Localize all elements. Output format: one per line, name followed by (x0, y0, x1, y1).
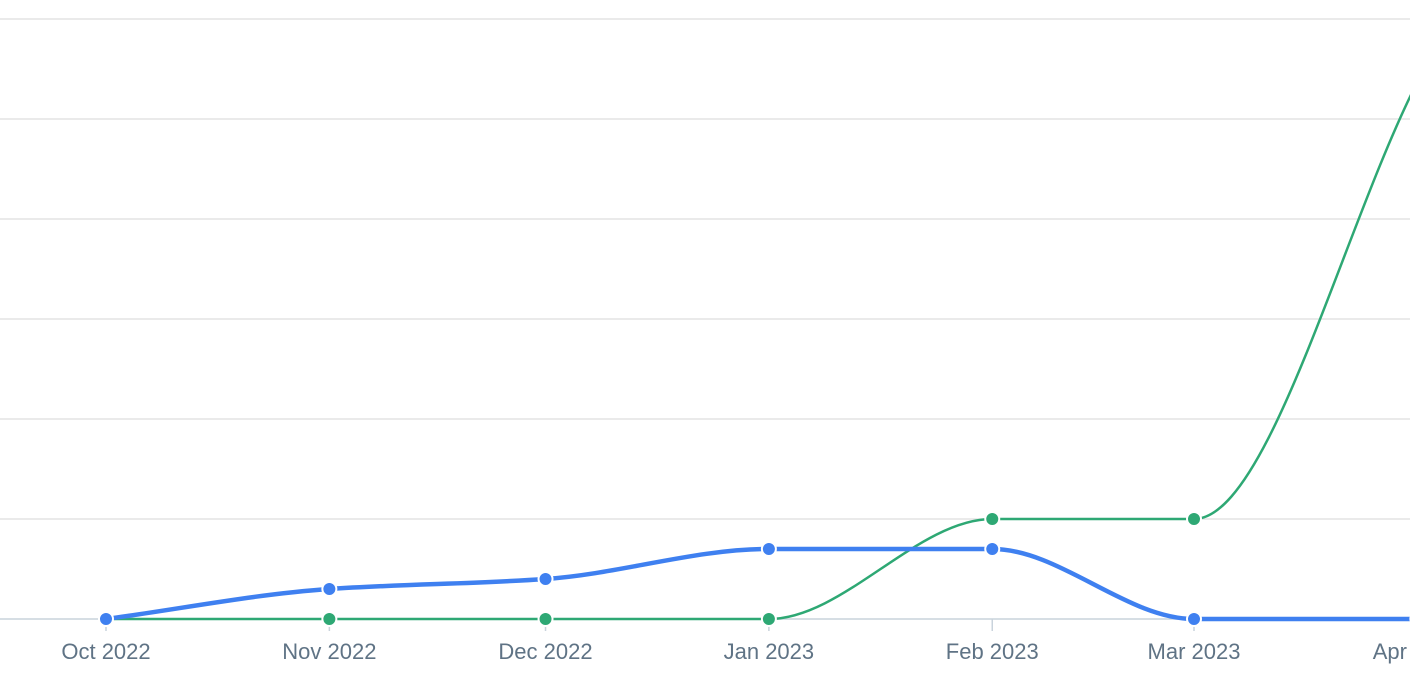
point (984, 511, 1001, 527)
point (984, 541, 1001, 557)
x-tick-label: Mar 2023 (1148, 639, 1241, 664)
x-tick-label: Nov 2022 (282, 639, 376, 664)
series-line (105, 546, 1410, 622)
x-tick-label: Oct 2022 (61, 639, 150, 664)
x-tick-label: Jan 2023 (724, 639, 815, 664)
x-tick-label: Feb 2023 (946, 639, 1039, 664)
point (321, 611, 338, 627)
point (537, 611, 554, 627)
point (537, 571, 554, 587)
point (760, 541, 777, 557)
x-tick-label: Apr 2023 (1373, 639, 1410, 664)
point (760, 611, 777, 627)
point (1186, 611, 1202, 627)
point (321, 581, 338, 597)
point (1186, 511, 1202, 527)
point (98, 611, 114, 627)
series-line (106, 94, 1410, 621)
x-tick-label: Dec 2022 (498, 639, 592, 664)
